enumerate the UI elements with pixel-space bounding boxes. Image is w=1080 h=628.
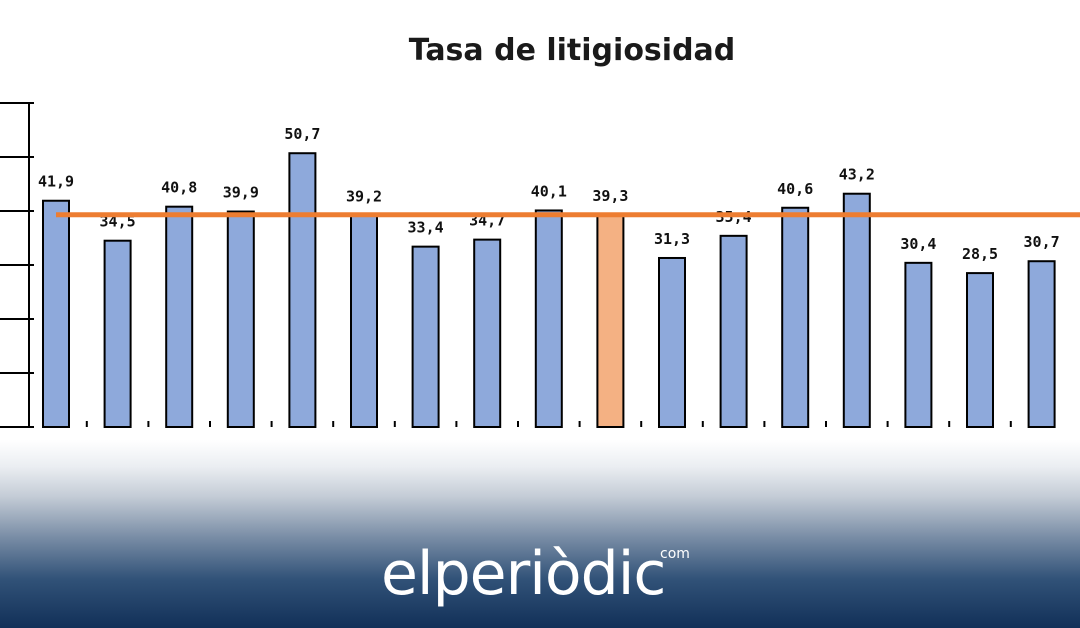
data-label: 39,2 [346,187,382,205]
brand-logo-suffix: com [660,546,690,562]
bar [288,152,317,428]
data-label: 31,3 [654,230,690,248]
bar [473,238,502,428]
bar [842,192,871,428]
bar [226,210,255,428]
bar-highlighted [596,213,625,428]
data-label: 40,1 [531,182,567,200]
bar [658,256,686,429]
data-label: 39,3 [592,187,628,205]
bar [42,199,70,428]
data-label: 43,2 [839,166,875,184]
data-label: 30,7 [1024,233,1060,251]
y-axis [0,102,1012,428]
bar [350,214,378,428]
bar [781,206,810,428]
data-label: 39,9 [223,184,259,202]
data-label: 40,8 [161,179,197,197]
data-label: 28,5 [962,245,998,263]
bar [103,239,132,428]
bar [904,261,933,428]
bar [1027,260,1056,428]
data-label: 41,9 [38,173,74,191]
data-label: 40,6 [777,180,813,198]
chart-title: Tasa de litigiosidad [409,33,736,68]
bar [411,245,440,428]
brand-logo-text: elperiòdic [381,539,666,609]
bar [534,209,563,428]
bar [165,205,194,428]
data-label: 30,4 [900,235,936,253]
data-label: 50,7 [284,125,320,143]
bar [719,234,748,428]
data-label: 33,4 [408,219,444,237]
bar [966,272,994,428]
footer-banner [0,440,1080,628]
bars [42,152,1056,429]
